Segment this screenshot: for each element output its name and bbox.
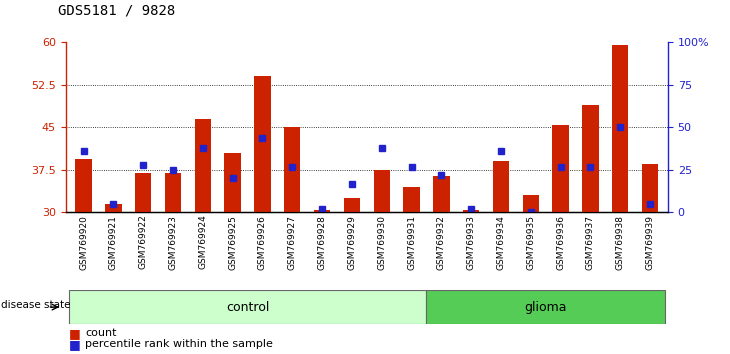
Bar xyxy=(404,187,420,212)
Text: GSM769920: GSM769920 xyxy=(79,215,88,269)
Bar xyxy=(69,290,426,324)
Bar xyxy=(583,105,599,212)
Text: ■: ■ xyxy=(69,327,81,340)
Text: GSM769924: GSM769924 xyxy=(199,215,207,269)
Text: GSM769932: GSM769932 xyxy=(437,215,446,269)
Text: GSM769933: GSM769933 xyxy=(466,215,476,270)
Bar xyxy=(433,176,450,212)
Bar xyxy=(165,173,181,212)
Text: GSM769928: GSM769928 xyxy=(318,215,326,269)
Bar xyxy=(195,119,211,212)
Bar xyxy=(553,125,569,212)
Text: GSM769936: GSM769936 xyxy=(556,215,565,270)
Text: GSM769925: GSM769925 xyxy=(228,215,237,269)
Text: disease state: disease state xyxy=(1,300,70,310)
Text: GSM769930: GSM769930 xyxy=(377,215,386,270)
Text: percentile rank within the sample: percentile rank within the sample xyxy=(85,339,273,349)
Text: GSM769926: GSM769926 xyxy=(258,215,267,269)
Bar xyxy=(254,76,271,212)
Text: GSM769922: GSM769922 xyxy=(139,215,147,269)
Text: GSM769937: GSM769937 xyxy=(586,215,595,270)
Bar xyxy=(105,204,122,212)
Text: control: control xyxy=(226,301,269,314)
Text: GSM769923: GSM769923 xyxy=(169,215,177,269)
Bar xyxy=(612,45,629,212)
Text: count: count xyxy=(85,329,117,338)
Text: glioma: glioma xyxy=(524,301,567,314)
Bar xyxy=(135,173,151,212)
Bar xyxy=(374,170,390,212)
Bar xyxy=(344,198,360,212)
Bar xyxy=(284,127,301,212)
Bar xyxy=(493,161,510,212)
Text: ■: ■ xyxy=(69,338,81,350)
Text: GSM769929: GSM769929 xyxy=(347,215,356,269)
Text: GSM769938: GSM769938 xyxy=(615,215,625,270)
Text: GSM769939: GSM769939 xyxy=(645,215,655,270)
Bar xyxy=(523,195,539,212)
Text: GSM769921: GSM769921 xyxy=(109,215,118,269)
Text: GSM769935: GSM769935 xyxy=(526,215,535,270)
Text: GDS5181 / 9828: GDS5181 / 9828 xyxy=(58,4,176,18)
Bar xyxy=(314,210,330,212)
Bar xyxy=(75,159,92,212)
Bar xyxy=(224,153,241,212)
Bar xyxy=(642,164,658,212)
Text: GSM769927: GSM769927 xyxy=(288,215,297,269)
Text: GSM769931: GSM769931 xyxy=(407,215,416,270)
Bar xyxy=(463,210,480,212)
Text: GSM769934: GSM769934 xyxy=(496,215,505,269)
Bar xyxy=(426,290,665,324)
